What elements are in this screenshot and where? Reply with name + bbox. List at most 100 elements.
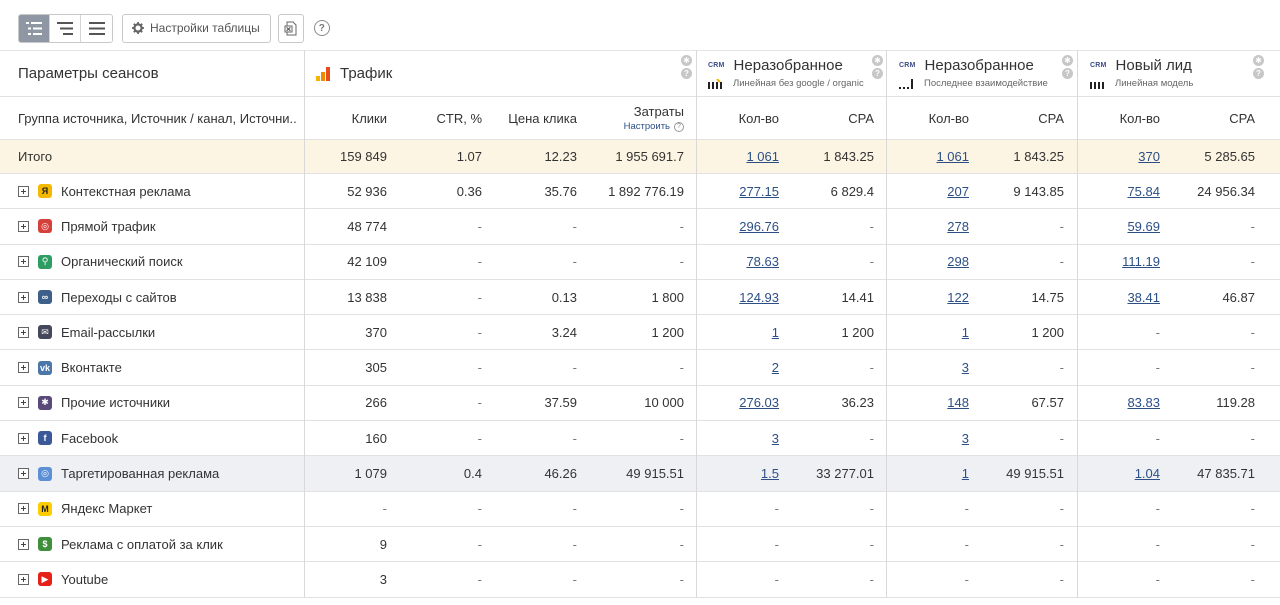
table-row[interactable]: ✱ Прочие источники 266 - 37.59 10 000 276.03 36…	[0, 386, 1280, 422]
table-row[interactable]: ⚲ Органический поиск 42 109 - - - 78.63 - 298 - 11…	[0, 245, 1280, 280]
ctr-column-header[interactable]: CTR, %	[436, 110, 483, 126]
table-row[interactable]: ◎ Прямой трафик 48 774 - - - 296.76 - 278 - 59.69 -	[0, 209, 1280, 245]
value-link[interactable]: 1.04	[1134, 466, 1160, 482]
value-link[interactable]: 78.63	[746, 254, 779, 270]
group-help-icon[interactable]: ?	[1062, 68, 1073, 79]
value-link[interactable]: 1	[771, 324, 779, 340]
source-label[interactable]: Прочие источники	[61, 395, 171, 411]
g2-count-column-header[interactable]: Кол-во	[928, 110, 969, 126]
value-link[interactable]: 1	[961, 466, 969, 482]
value-link[interactable]: 3	[961, 360, 969, 376]
table-row[interactable]: $ Реклама с оплатой за клик 9 - - - - - - - - -	[0, 527, 1280, 563]
g3-cpa-column-header[interactable]: CPA	[1229, 110, 1255, 126]
g2-cpa-column-header[interactable]: CPA	[1038, 110, 1064, 126]
table-row[interactable]: f Facebook 160 - - - 3 - 3 - - -	[0, 421, 1280, 457]
table-row[interactable]: M Яндекс Маркет - - - - - - - - - -	[0, 492, 1280, 527]
cost-configure-link[interactable]: Настроить ?	[624, 121, 684, 132]
expand-icon[interactable]	[18, 362, 29, 374]
g1-cpa-column-header[interactable]: CPA	[848, 110, 874, 126]
value-link[interactable]: 3	[961, 430, 969, 446]
value-link[interactable]: 276.03	[739, 395, 779, 411]
group-settings-icon[interactable]: ✱	[681, 55, 692, 66]
table-row[interactable]: ◎ Таргетированная реклама 1 079 0.4 46.26 49 …	[0, 456, 1280, 492]
table-row[interactable]: vk Вконтакте 305 - - - 2 - 3 - - -	[0, 351, 1280, 386]
cell-g1-count: -	[697, 562, 779, 596]
expand-icon[interactable]	[18, 291, 29, 303]
source-label[interactable]: Контекстная реклама	[61, 183, 191, 199]
value-link[interactable]: 59.69	[1127, 218, 1160, 234]
view-indent-button[interactable]	[50, 14, 81, 42]
cell-cost: 1 892 776.19	[590, 174, 684, 208]
table-row[interactable]: ∞ Переходы с сайтов 13 838 - 0.13 1 800 124.93…	[0, 280, 1280, 316]
value-link[interactable]: 1	[961, 324, 969, 340]
source-label[interactable]: Youtube	[61, 571, 109, 587]
value-link[interactable]: 122	[947, 289, 969, 305]
g3-count-column-header[interactable]: Кол-во	[1119, 110, 1160, 126]
source-label[interactable]: Переходы с сайтов	[61, 289, 177, 305]
g1-count-column-header[interactable]: Кол-во	[738, 110, 779, 126]
total-g3-count-link[interactable]: 370	[1138, 149, 1160, 164]
value-link[interactable]: 1.5	[760, 466, 779, 482]
expand-icon[interactable]	[18, 432, 29, 444]
source-label[interactable]: Facebook	[61, 430, 119, 446]
icon-glyph: $	[42, 539, 48, 550]
group-settings-icon[interactable]: ✱	[1253, 55, 1264, 66]
value-link[interactable]: 207	[947, 183, 969, 199]
value-link[interactable]: 277.15	[739, 183, 779, 199]
source-label[interactable]: Email-рассылки	[61, 324, 156, 340]
total-g1-count-link[interactable]: 1 061	[746, 149, 779, 164]
expand-icon[interactable]	[18, 256, 29, 268]
source-label[interactable]: Органический поиск	[61, 254, 183, 270]
expand-icon[interactable]	[18, 397, 29, 409]
total-label: Итого	[18, 149, 53, 164]
table-row[interactable]: ▶ Youtube 3 - - - - - - - - -	[0, 562, 1280, 598]
expand-icon[interactable]	[18, 326, 29, 338]
value: 37.59	[544, 395, 577, 411]
view-tree-button[interactable]	[19, 14, 50, 42]
value-link[interactable]: 298	[947, 254, 969, 270]
value-link[interactable]: 3	[771, 430, 779, 446]
cell-g3-cpa: -	[1173, 562, 1255, 596]
expand-icon[interactable]	[18, 220, 29, 232]
source-label[interactable]: Прямой трафик	[61, 218, 156, 234]
expand-icon[interactable]	[18, 538, 29, 550]
table-row[interactable]: ✉ Email-рассылки 370 - 3.24 1 200 1 1 200 1 1 200…	[0, 315, 1280, 351]
expand-icon[interactable]	[18, 185, 29, 197]
value: -	[1059, 218, 1064, 234]
help-icon[interactable]: ?	[313, 20, 330, 36]
value-link[interactable]: 296.76	[739, 218, 779, 234]
expand-icon[interactable]	[18, 503, 29, 515]
value-link[interactable]: 2	[771, 360, 779, 376]
source-label[interactable]: Таргетированная реклама	[61, 466, 220, 482]
cell-ctr: -	[400, 209, 482, 243]
group-settings-icon[interactable]: ✱	[1062, 55, 1073, 66]
value-link[interactable]: 278	[947, 218, 969, 234]
value-link[interactable]: 75.84	[1127, 183, 1160, 199]
group-help-icon[interactable]: ?	[681, 68, 692, 79]
view-flat-button[interactable]	[81, 14, 112, 42]
expand-icon[interactable]	[18, 573, 29, 585]
value: -	[1155, 430, 1160, 446]
table-row[interactable]: Я Контекстная реклама 52 936 0.36 35.76 1 892…	[0, 174, 1280, 210]
clicks-column-header[interactable]: Клики	[351, 110, 387, 126]
value-link[interactable]: 38.41	[1127, 289, 1160, 305]
table-settings-button[interactable]: Настройки таблицы	[122, 13, 271, 43]
source-label[interactable]: Реклама с оплатой за клик	[61, 536, 223, 552]
group-help-icon[interactable]: ?	[1253, 68, 1264, 79]
other-sources-icon: ✱	[38, 395, 52, 410]
cpc-column-header[interactable]: Цена клика	[508, 110, 577, 126]
total-g2-count-link[interactable]: 1 061	[936, 149, 969, 164]
group-help-icon[interactable]: ?	[872, 68, 883, 79]
expand-icon[interactable]	[18, 468, 29, 480]
export-excel-button[interactable]	[277, 13, 304, 43]
group-settings-icon[interactable]: ✱	[872, 55, 883, 66]
dimensions-column-header[interactable]: Группа источника, Источник / канал, Исто…	[18, 110, 298, 126]
value-link[interactable]: 83.83	[1127, 395, 1160, 411]
value-link[interactable]: 111.19	[1122, 254, 1160, 270]
cost-column-header[interactable]: Затраты Настроить ?	[590, 97, 684, 139]
source-label[interactable]: Вконтакте	[61, 360, 122, 376]
source-label[interactable]: Яндекс Маркет	[61, 501, 153, 517]
value-link[interactable]: 124.93	[739, 289, 779, 305]
value-link[interactable]: 148	[947, 395, 969, 411]
attribution-model-label: Линейная модель	[1115, 78, 1194, 89]
